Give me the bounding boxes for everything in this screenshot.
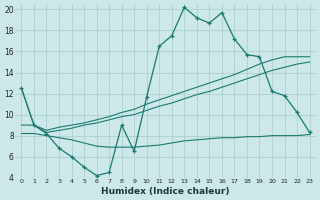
X-axis label: Humidex (Indice chaleur): Humidex (Indice chaleur) (101, 187, 230, 196)
